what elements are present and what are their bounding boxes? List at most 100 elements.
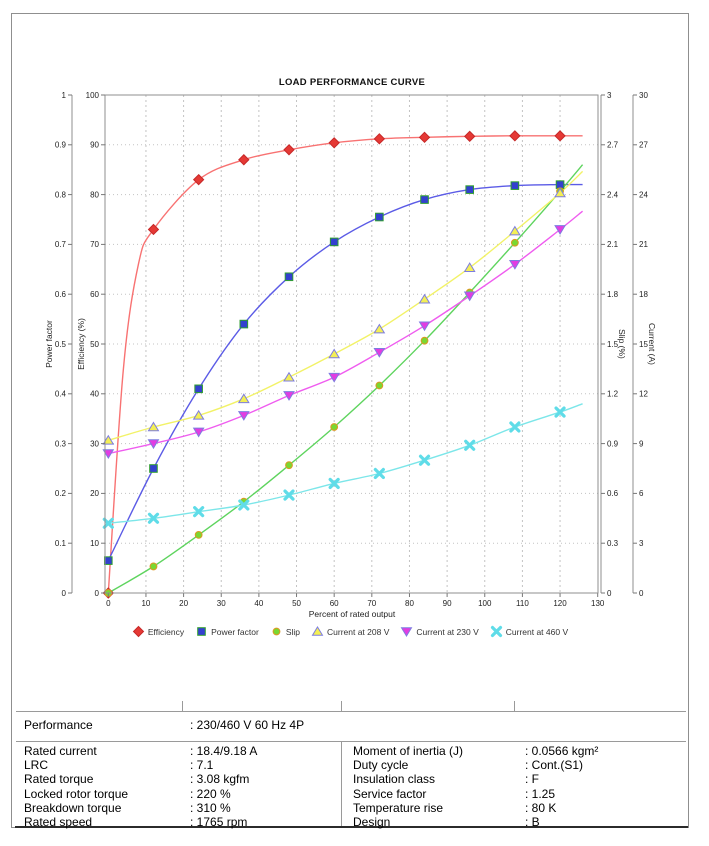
svg-text:0.3: 0.3 [55,439,67,448]
svg-text:10: 10 [141,599,150,608]
series-line-slip [107,164,584,594]
series-markers-power-factor [104,180,565,565]
spec-value: : 80 K [525,800,557,815]
legend-item-current-208: Current at 208 V [311,625,389,638]
svg-text:60: 60 [90,290,99,299]
spec-value: : 310 % [190,800,231,815]
spec-values-left: : 18.4/9.18 A : 7.1 : 3.08 kgfm : 220 % … [190,744,257,829]
series-markers-efficiency [102,130,566,599]
spec-value: : 3.08 kgfm [190,772,250,787]
x-axis-title: Percent of rated output [308,609,396,619]
table-bottom-border [15,826,688,828]
slip-marker-icon [272,627,281,636]
spec-value: : 0.0566 kgm² [525,744,599,758]
svg-text:0.2: 0.2 [55,489,67,498]
legend-item-slip: Slip [270,625,300,638]
current-axis-title: Current (A) [647,322,657,366]
legend-label: Power factor [211,626,259,637]
svg-text:0.3: 0.3 [607,539,619,548]
spec-values-right: : 0.0566 kgm² : Cont.(S1) : F : 1.25 : 8… [525,744,598,829]
svg-text:0: 0 [639,589,644,598]
table-divider [341,741,342,826]
svg-text:0.1: 0.1 [55,539,67,548]
svg-text:50: 50 [90,340,99,349]
svg-text:0: 0 [95,589,100,598]
spec-label: Rated speed [24,815,93,830]
svg-text:70: 70 [367,599,376,608]
svg-text:30: 30 [639,91,648,100]
svg-text:2.1: 2.1 [607,240,619,249]
svg-text:130: 130 [591,599,605,608]
svg-text:21: 21 [639,240,648,249]
svg-text:110: 110 [516,599,529,608]
svg-text:70: 70 [90,240,99,249]
svg-text:0.9: 0.9 [607,439,619,448]
svg-text:0.6: 0.6 [55,290,67,299]
current-230-marker-icon [400,627,413,637]
svg-text:6: 6 [639,489,644,498]
load-performance-chart: 0 10 20 30 40 50 60 70 80 90 100 110 120 13000.10.20.… [55,91,649,608]
svg-text:3: 3 [607,91,612,100]
svg-text:24: 24 [639,190,648,199]
svg-text:20: 20 [90,489,99,498]
svg-text:90: 90 [443,599,452,608]
table-divider [182,701,183,711]
legend-item-current-460: Current at 460 V [490,625,568,638]
spec-label: Design [353,815,391,830]
svg-text:1.8: 1.8 [607,290,619,299]
series-line-current-at-208-v [108,170,584,441]
spec-label: Insulation class [353,772,436,787]
svg-text:0: 0 [106,599,111,608]
table-divider [514,701,515,711]
series-line-current-at-460-v [108,403,583,524]
spec-value: : 230/460 V 60 Hz 4P [190,718,305,732]
svg-text:18: 18 [639,290,648,299]
svg-text:3: 3 [639,539,644,548]
legend-label: Current at 460 V [505,626,569,637]
spec-label: Moment of inertia (J) [353,744,464,758]
spec-label: Performance [24,718,93,732]
svg-text:100: 100 [86,91,100,100]
spec-labels-right: Moment of inertia (J) Duty cycle Insulat… [353,744,463,829]
spec-value: : 1.25 [525,786,556,801]
gridlines [105,95,598,593]
legend-label: Current at 230 V [416,626,479,637]
power-factor-axis-title: Power factor [44,320,54,368]
current-460-marker-icon [490,625,502,638]
spec-labels-left: Rated current LRC Rated torque Locked ro… [24,744,128,829]
svg-text:1: 1 [62,91,67,100]
svg-text:15: 15 [639,340,648,349]
table-divider [341,701,342,711]
svg-text:10: 10 [90,539,99,548]
spec-value: : 18.4/9.18 A [190,744,258,758]
series-markers-current-at-208-v [102,187,566,445]
power-factor-marker-icon [197,627,206,636]
spec-label: Breakdown torque [24,800,122,815]
table-divider [16,711,686,712]
spec-value: : 1765 rpm [190,815,248,830]
svg-text:2.7: 2.7 [607,141,619,150]
series-lines [107,135,584,594]
slip-axis-title: Slip (%) [617,329,627,359]
svg-text:0.4: 0.4 [55,390,67,399]
spec-label: Duty cycle [353,758,409,773]
legend-item-efficiency: Efficiency [132,625,184,638]
axes [68,94,637,597]
efficiency-marker-icon [132,625,145,638]
svg-text:12: 12 [639,390,648,399]
svg-text:0.5: 0.5 [55,340,67,349]
svg-text:27: 27 [639,141,648,150]
spec-label: Service factor [353,786,427,801]
svg-text:0.6: 0.6 [607,489,619,498]
svg-text:1.5: 1.5 [607,340,619,349]
spec-label: Locked rotor torque [24,786,129,801]
svg-text:1.2: 1.2 [607,390,619,399]
spec-value: : Cont.(S1) [525,758,584,773]
svg-text:0.7: 0.7 [55,240,67,249]
svg-text:0: 0 [607,589,612,598]
svg-text:40: 40 [254,599,263,608]
svg-text:20: 20 [179,599,188,608]
svg-text:60: 60 [330,599,339,608]
svg-text:100: 100 [478,599,492,608]
